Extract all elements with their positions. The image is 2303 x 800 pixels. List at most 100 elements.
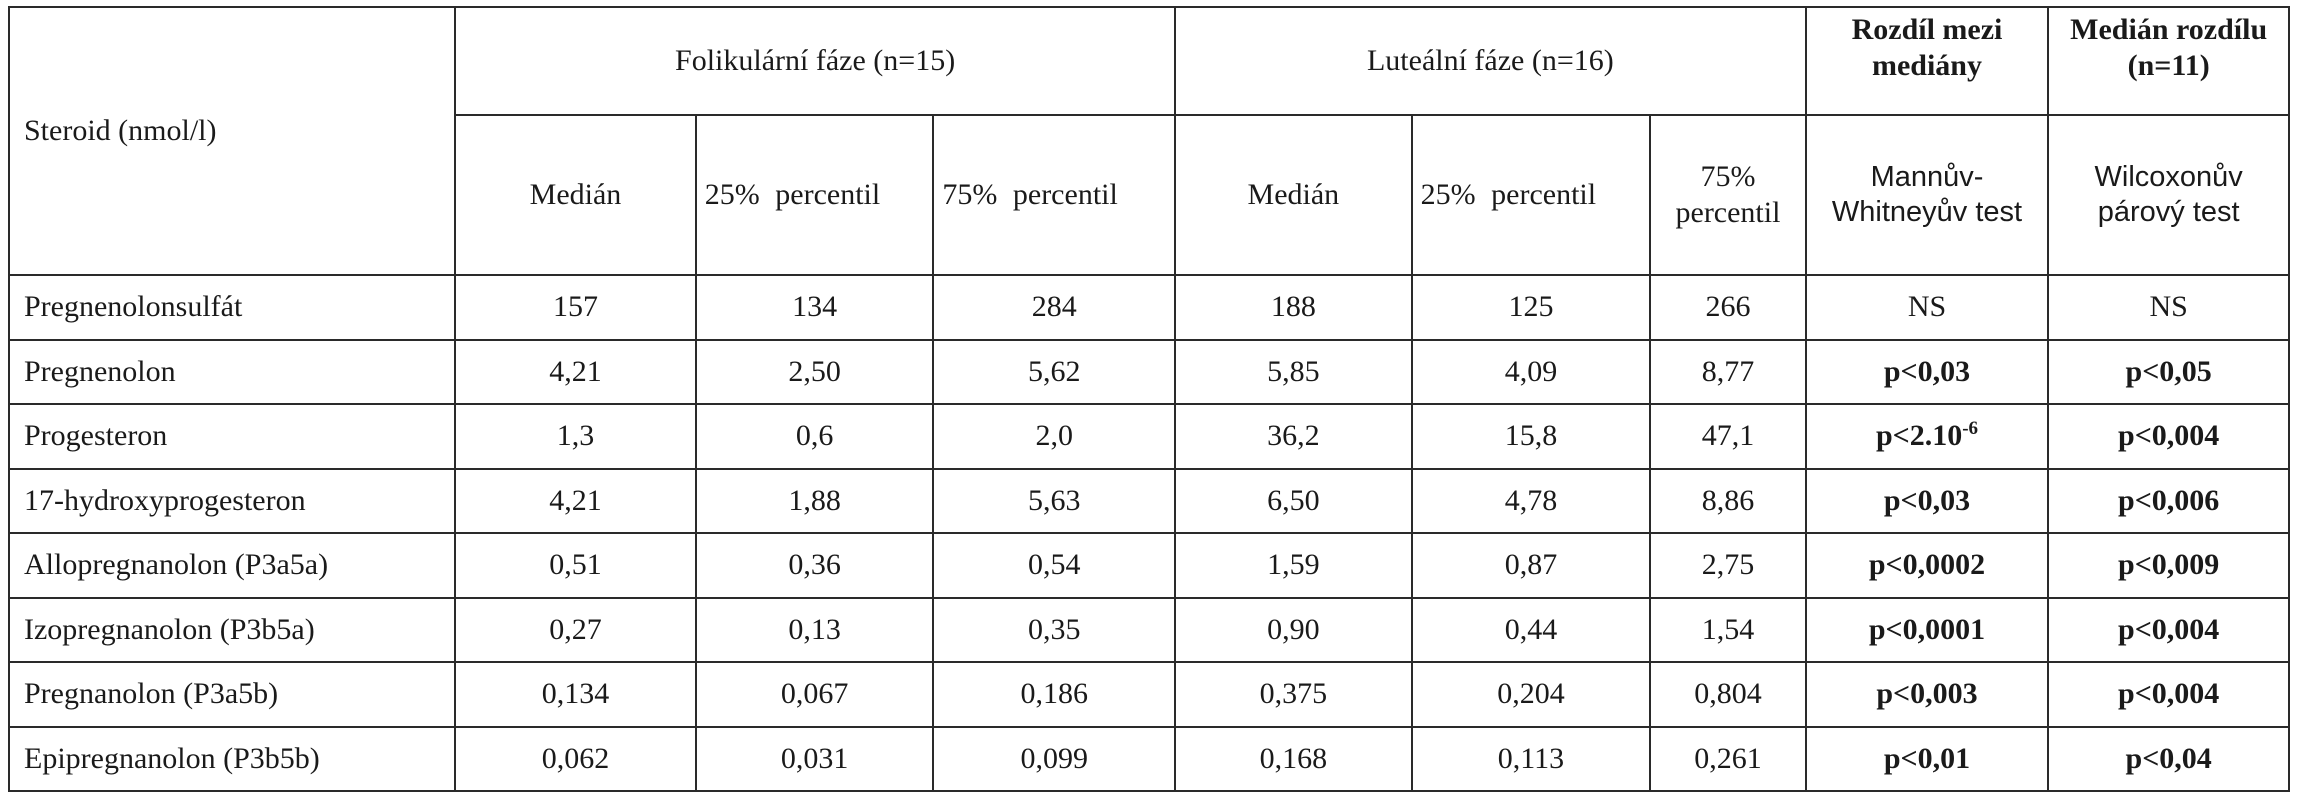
follicular-median-value: 0,062 — [541, 741, 610, 775]
wilcoxon-value: p<0,004 — [2118, 419, 2220, 453]
luteal-p75-value: 266 — [1705, 290, 1751, 324]
mann-whitney-cell: p<2.10-6 — [1804, 403, 2050, 470]
wilcoxon-cell: p<0,05 — [2047, 338, 2290, 405]
luteal-p75-value: 8,77 — [1701, 354, 1755, 388]
luteal-p25-value: 4,09 — [1504, 354, 1558, 388]
follicular-p75-value: 0,186 — [1020, 677, 1088, 711]
wilcoxon-cell: p<0,04 — [2047, 725, 2290, 792]
follicular-p25-value: 134 — [792, 290, 838, 324]
follicular-p25-value: 0,031 — [780, 741, 849, 775]
steroid-cell: Pregnenolonsulfát — [7, 274, 457, 341]
follicular-p25-cell: 134 — [694, 274, 935, 341]
luteal-p75-cell: 0,261 — [1649, 725, 1807, 792]
luteal-p25-cell: 15,8 — [1410, 403, 1652, 470]
luteal-p75-value: 0,261 — [1694, 741, 1762, 775]
mann-whitney-exponent: -6 — [1962, 418, 1979, 440]
follicular-median-cell: 4,21 — [454, 338, 697, 405]
follicular-median-header: Medián — [454, 114, 697, 276]
luteal-p25-value: 125 — [1508, 290, 1554, 324]
follicular-median-cell: 0,27 — [454, 596, 697, 663]
table-row: Pregnanolon (P3a5b) 0,134 0,067 0,186 0,375 0… — [7, 661, 2290, 728]
wilcoxon-value: NS — [2149, 290, 2188, 324]
follicular-p25-cell: 0,36 — [694, 532, 935, 599]
follicular-p25-value: 0,6 — [795, 419, 834, 453]
follicular-p75-cell: 0,099 — [932, 725, 1177, 792]
steroid-cell: Progesteron — [7, 403, 457, 470]
luteal-p25-cell: 0,204 — [1410, 661, 1652, 728]
follicular-p25-cell: 2,50 — [694, 338, 935, 405]
luteal-p75-cell: 266 — [1649, 274, 1807, 341]
follicular-p75-cell: 2,0 — [932, 403, 1177, 470]
luteal-median-value: 0,90 — [1267, 612, 1320, 646]
luteal-p25-cell: 125 — [1410, 274, 1652, 341]
follicular-p25-value: 0,13 — [788, 612, 841, 646]
steroid-cell: 17-hydroxyprogesteron — [7, 467, 457, 534]
luteal-p75-value: 1,54 — [1701, 612, 1755, 646]
follicular-p25-cell: 0,031 — [694, 725, 935, 792]
follicular-p25-cell: 0,067 — [694, 661, 935, 728]
follicular-p75-value: 0,35 — [1027, 612, 1081, 646]
wilcoxon-value: p<0,04 — [2125, 741, 2212, 775]
luteal-p25-cell: 0,87 — [1410, 532, 1652, 599]
follicular-p75-cell: 284 — [932, 274, 1177, 341]
mann-whitney-cell: p<0,03 — [1804, 338, 2050, 405]
luteal-p75-value: 0,804 — [1694, 677, 1762, 711]
follicular-p25-value: 1,88 — [788, 483, 841, 517]
follicular-median-value: 1,3 — [556, 419, 595, 453]
luteal-p75-cell: 47,1 — [1649, 403, 1807, 470]
follicular-p25-value: 0,067 — [780, 677, 849, 711]
luteal-median-cell: 0,375 — [1174, 661, 1413, 728]
luteal-median-value: 36,2 — [1267, 419, 1320, 453]
follicular-median-value: 4,21 — [549, 354, 602, 388]
stub-header: Steroid (nmol/l) — [7, 6, 457, 276]
follicular-p75-value: 5,62 — [1027, 354, 1081, 388]
follicular-p25-cell: 0,13 — [694, 596, 935, 663]
wilcoxon-cell: p<0,009 — [2047, 532, 2290, 599]
luteal-median-header: Medián — [1174, 114, 1413, 276]
luteal-p25-cell: 4,78 — [1410, 467, 1652, 534]
steroid-value: Pregnenolonsulfát — [24, 290, 243, 324]
steroid-cell: Allopregnanolon (P3a5a) — [7, 532, 457, 599]
diff-medians-header: Rozdíl mezi mediány — [1804, 6, 2050, 116]
follicular-median-value: 0,134 — [541, 677, 610, 711]
luteal-p75-cell: 0,804 — [1649, 661, 1807, 728]
luteal-p25-cell: 0,44 — [1410, 596, 1652, 663]
steroid-value: Izopregnanolon (P3b5a) — [24, 612, 315, 646]
follicular-p75-value: 284 — [1031, 290, 1077, 324]
luteal-p25-value: 4,78 — [1504, 483, 1558, 517]
header-row-subcolumns: Medián 25% percentil 75% percentil Mediá… — [9, 114, 2290, 276]
mann-whitney-cell: p<0,0001 — [1804, 596, 2050, 663]
follicular-median-value: 4,21 — [549, 483, 602, 517]
luteal-median-value: 1,59 — [1267, 548, 1320, 582]
luteal-p75-header: 75% percentil — [1649, 114, 1807, 276]
follicular-p75-cell: 5,62 — [932, 338, 1177, 405]
luteal-median-cell: 6,50 — [1174, 467, 1413, 534]
mann-whitney-cell: NS — [1804, 274, 2050, 341]
luteal-median-cell: 1,59 — [1174, 532, 1413, 599]
luteal-median-cell: 0,90 — [1174, 596, 1413, 663]
follicular-p25-value: 2,50 — [788, 354, 841, 388]
follicular-p25-header: 25% percentil — [694, 114, 935, 276]
wilcoxon-value: p<0,004 — [2118, 612, 2220, 646]
steroid-value: Pregnenolon — [24, 354, 176, 388]
follicular-median-value: 0,27 — [549, 612, 602, 646]
wilcoxon-cell: p<0,006 — [2047, 467, 2290, 534]
steroid-cell: Izopregnanolon (P3b5a) — [7, 596, 457, 663]
luteal-median-cell: 0,168 — [1174, 725, 1413, 792]
follicular-p25-cell: 0,6 — [694, 403, 935, 470]
luteal-p25-value: 0,113 — [1497, 741, 1565, 775]
luteal-p25-cell: 0,113 — [1410, 725, 1652, 792]
mann-whitney-value: NS — [1907, 290, 1947, 324]
mann-whitney-value: p<2.10 — [1875, 419, 1963, 453]
wilcoxon-cell: p<0,004 — [2047, 596, 2290, 663]
luteal-p75-value: 2,75 — [1701, 548, 1755, 582]
steroid-value: 17-hydroxyprogesteron — [24, 483, 306, 517]
follicular-p75-cell: 0,35 — [932, 596, 1177, 663]
luteal-p75-cell: 8,77 — [1649, 338, 1807, 405]
table-row: Epipregnanolon (P3b5b) 0,062 0,031 0,099 0,1… — [7, 725, 2290, 792]
wilcoxon-header: Wilcoxonův párový test — [2047, 114, 2290, 276]
mann-whitney-header: Mannův-Whitneyův test — [1804, 114, 2050, 276]
wilcoxon-cell: NS — [2047, 274, 2290, 341]
follicular-median-cell: 157 — [454, 274, 697, 341]
follicular-median-cell: 1,3 — [454, 403, 697, 470]
